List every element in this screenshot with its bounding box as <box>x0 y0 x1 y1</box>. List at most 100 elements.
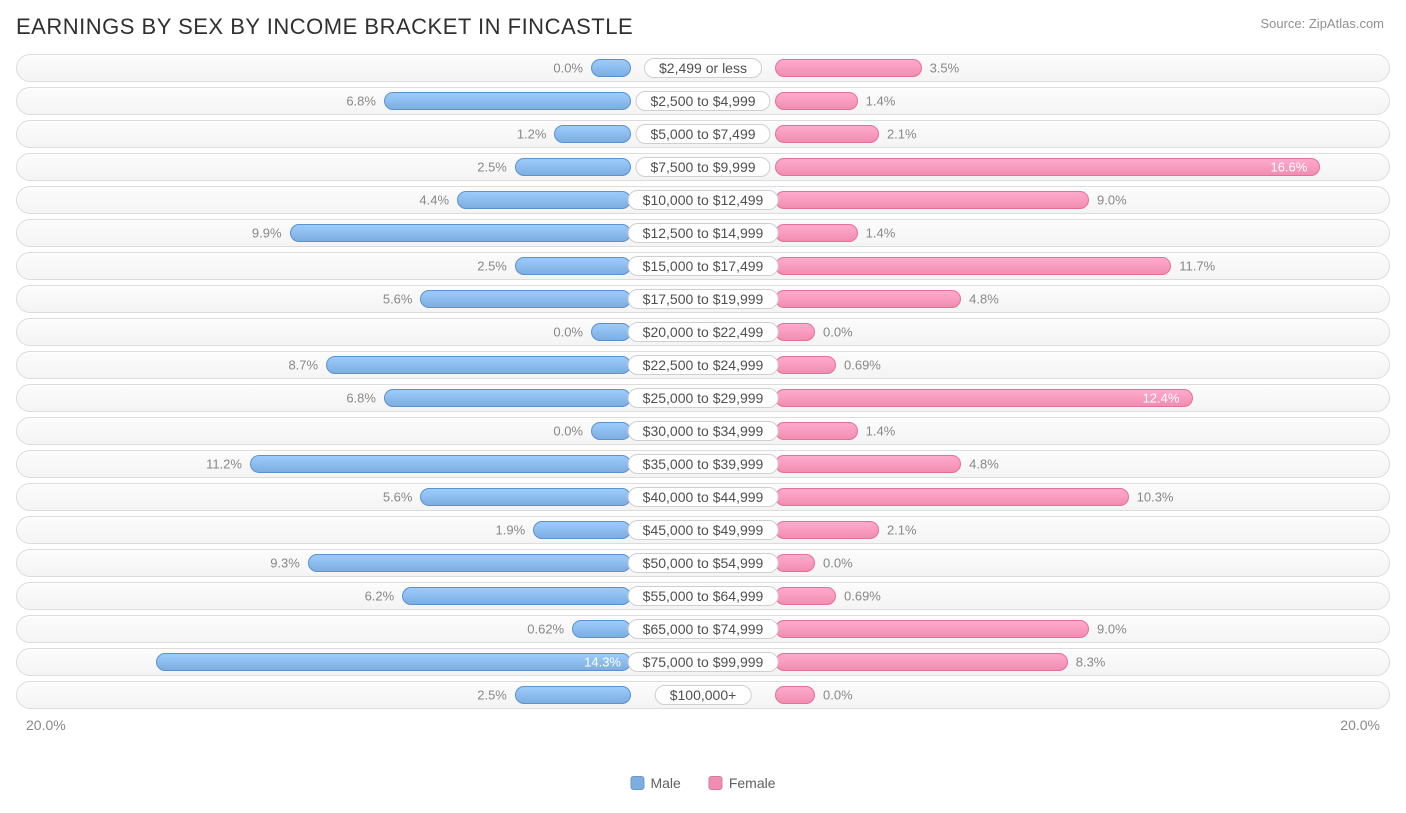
female-value-label: 2.1% <box>887 127 917 142</box>
male-bar <box>384 92 631 110</box>
legend: Male Female <box>630 775 775 791</box>
female-value-label: 9.0% <box>1097 622 1127 637</box>
income-bracket-label: $17,500 to $19,999 <box>628 289 779 309</box>
male-value-label: 14.3% <box>584 655 621 670</box>
female-value-label: 0.0% <box>823 325 853 340</box>
income-bracket-label: $20,000 to $22,499 <box>628 322 779 342</box>
male-bar <box>384 389 631 407</box>
female-bar <box>775 653 1068 671</box>
female-value-label: 0.69% <box>844 358 881 373</box>
male-bar <box>533 521 631 539</box>
male-value-label: 5.6% <box>383 490 413 505</box>
source-attribution: Source: ZipAtlas.com <box>1260 16 1384 31</box>
male-bar <box>515 257 631 275</box>
female-value-label: 9.0% <box>1097 193 1127 208</box>
male-bar <box>402 587 631 605</box>
female-value-label: 8.3% <box>1076 655 1106 670</box>
chart-row: $25,000 to $29,999 6.8% 12.4% <box>16 384 1390 412</box>
income-bracket-label: $30,000 to $34,999 <box>628 421 779 441</box>
female-value-label: 11.7% <box>1179 259 1215 274</box>
male-value-label: 2.5% <box>477 259 507 274</box>
male-value-label: 6.8% <box>346 94 376 109</box>
female-bar <box>775 59 922 77</box>
male-bar <box>156 653 631 671</box>
female-bar <box>775 686 815 704</box>
x-axis: 20.0% 20.0% <box>16 717 1390 733</box>
male-bar <box>591 422 631 440</box>
male-value-label: 1.9% <box>496 523 526 538</box>
female-value-label: 1.4% <box>866 226 896 241</box>
female-value-label: 0.69% <box>844 589 881 604</box>
chart-row: $55,000 to $64,9996.2%0.69% <box>16 582 1390 610</box>
income-bracket-label: $15,000 to $17,499 <box>628 256 779 276</box>
female-bar <box>775 422 858 440</box>
income-bracket-label: $12,500 to $14,999 <box>628 223 779 243</box>
male-value-label: 9.3% <box>270 556 300 571</box>
male-value-label: 8.7% <box>288 358 318 373</box>
male-bar <box>420 488 631 506</box>
female-bar <box>775 224 858 242</box>
female-bar <box>775 158 1320 176</box>
chart-title: EARNINGS BY SEX BY INCOME BRACKET IN FIN… <box>16 14 1390 40</box>
income-bracket-label: $5,000 to $7,499 <box>635 124 770 144</box>
chart-row: $20,000 to $22,4990.0%0.0% <box>16 318 1390 346</box>
chart-row: $100,000+2.5%0.0% <box>16 681 1390 709</box>
chart-row: $12,500 to $14,999 9.9% 1.4% <box>16 219 1390 247</box>
diverging-bar-chart: $2,499 or less0.0%3.5%$2,500 to $4,9996.… <box>16 54 1390 709</box>
male-value-label: 6.8% <box>346 391 376 406</box>
female-value-label: 1.4% <box>866 424 896 439</box>
female-bar <box>775 455 961 473</box>
female-bar <box>775 191 1089 209</box>
female-bar <box>775 488 1129 506</box>
female-bar <box>775 125 879 143</box>
male-bar <box>290 224 631 242</box>
female-value-label: 0.0% <box>823 556 853 571</box>
chart-row: $22,500 to $24,9998.7%0.69% <box>16 351 1390 379</box>
male-value-label: 1.2% <box>517 127 547 142</box>
income-bracket-label: $50,000 to $54,999 <box>628 553 779 573</box>
chart-row: $75,000 to $99,999 14.3% 8.3% <box>16 648 1390 676</box>
female-bar <box>775 620 1089 638</box>
female-value-label: 2.1% <box>887 523 917 538</box>
chart-row: $45,000 to $49,999 1.9% 2.1% <box>16 516 1390 544</box>
axis-right-label: 20.0% <box>1340 717 1380 733</box>
male-bar <box>591 323 631 341</box>
female-value-label: 3.5% <box>930 61 960 76</box>
male-value-label: 0.0% <box>553 61 583 76</box>
chart-row: $15,000 to $17,499 2.5% 11.7% <box>16 252 1390 280</box>
female-bar <box>775 587 836 605</box>
income-bracket-label: $45,000 to $49,999 <box>628 520 779 540</box>
legend-item-female: Female <box>709 775 776 791</box>
female-bar <box>775 257 1171 275</box>
chart-row: $35,000 to $39,99911.2%4.8% <box>16 450 1390 478</box>
chart-row: $10,000 to $12,4994.4%9.0% <box>16 186 1390 214</box>
legend-label: Female <box>729 775 776 791</box>
income-bracket-label: $65,000 to $74,999 <box>628 619 779 639</box>
female-bar <box>775 521 879 539</box>
male-value-label: 9.9% <box>252 226 282 241</box>
income-bracket-label: $25,000 to $29,999 <box>628 388 779 408</box>
male-value-label: 5.6% <box>383 292 413 307</box>
chart-row: $2,500 to $4,9996.8%1.4% <box>16 87 1390 115</box>
male-swatch <box>630 776 644 790</box>
male-value-label: 2.5% <box>477 688 507 703</box>
income-bracket-label: $100,000+ <box>655 685 752 705</box>
male-bar <box>326 356 631 374</box>
income-bracket-label: $55,000 to $64,999 <box>628 586 779 606</box>
chart-row: $5,000 to $7,499 1.2% 2.1% <box>16 120 1390 148</box>
male-bar <box>572 620 631 638</box>
chart-row: $30,000 to $34,9990.0%1.4% <box>16 417 1390 445</box>
income-bracket-label: $7,500 to $9,999 <box>635 157 770 177</box>
chart-row: $65,000 to $74,9990.62%9.0% <box>16 615 1390 643</box>
income-bracket-label: $75,000 to $99,999 <box>628 652 779 672</box>
female-bar <box>775 323 815 341</box>
chart-row: $17,500 to $19,9995.6%4.8% <box>16 285 1390 313</box>
female-value-label: 1.4% <box>866 94 896 109</box>
male-value-label: 4.4% <box>419 193 449 208</box>
legend-item-male: Male <box>630 775 680 791</box>
income-bracket-label: $2,499 or less <box>644 58 762 78</box>
male-bar <box>515 686 631 704</box>
female-value-label: 10.3% <box>1137 490 1174 505</box>
male-value-label: 11.2% <box>206 457 242 472</box>
female-value-label: 12.4% <box>1143 391 1180 406</box>
